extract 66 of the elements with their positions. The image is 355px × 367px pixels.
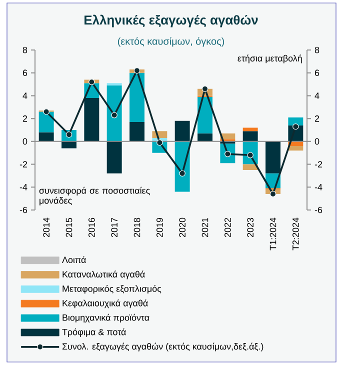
bar: [288, 117, 304, 126]
y2-tick-label: -4: [314, 184, 322, 190]
chart-subtitle: (εκτός καυσίμων, όγκος): [118, 37, 224, 47]
bar: [242, 128, 258, 132]
point: [111, 112, 118, 118]
point: [134, 67, 140, 74]
bar: [266, 141, 280, 174]
x-tick-label: T2:2024: [292, 218, 299, 250]
point: [179, 170, 186, 177]
point: [224, 150, 231, 158]
y-tick-label: -2: [20, 161, 28, 168]
bar: [38, 132, 54, 142]
point: [88, 78, 95, 86]
y-tick-label: 2: [22, 115, 28, 122]
x-tick-label: 2020: [179, 218, 186, 238]
bar: [84, 98, 100, 142]
x-tick-label: T1:2024: [270, 218, 276, 250]
legend-label: Βιομηχανικά προϊόντα: [62, 314, 150, 323]
y-tick-label: -4: [20, 184, 28, 190]
y2-tick-label: 0: [314, 138, 320, 145]
y-tick-label: -6: [20, 206, 28, 214]
x-tick-label: 2015: [66, 218, 72, 238]
bar: [62, 141, 76, 148]
legend-label: Τρόφιμα & ποτά: [62, 328, 126, 337]
point: [66, 131, 72, 138]
y2-tick-label: 2: [314, 115, 320, 122]
bar: [288, 146, 304, 151]
bar: [106, 141, 122, 174]
legend-label: Συνολ. εξαγωγές αγαθών (εκτός καυσίμων,δεξ.άξ.): [62, 342, 264, 352]
x-tick-label: 2021: [202, 218, 208, 238]
y2-tick-label: 8: [314, 46, 320, 54]
point: [43, 108, 50, 115]
point: [247, 152, 254, 158]
y-tick-label: 6: [22, 70, 28, 76]
x-tick-label: 2022: [224, 218, 231, 238]
bar: [130, 122, 144, 142]
legend-label: Κεφαλαιουχικά αγαθά: [62, 299, 148, 308]
point: [156, 139, 163, 146]
x-tick-label: 2016: [88, 218, 95, 238]
x-tick-label: 2019: [156, 218, 163, 238]
y-tick-label: 0: [22, 138, 28, 145]
legend-label: Καταναλωτικά αγαθά: [62, 270, 145, 280]
y-tick-label: 8: [22, 46, 28, 54]
x-tick-label: 2023: [247, 218, 254, 238]
point: [202, 86, 208, 92]
y2-tick-label: -2: [314, 161, 322, 168]
bar: [130, 72, 144, 122]
chart-title: Ελληνικές εξαγωγές αγαθών: [84, 14, 258, 28]
y-axis-title: συνεισφορά σε ποσοστιαίες μονάδες: [39, 186, 150, 206]
bar: [174, 120, 190, 142]
bar: [106, 85, 122, 142]
x-tick-label: 2017: [111, 218, 118, 238]
bar: [242, 131, 258, 142]
legend-label: Μεταφορικός εξοπλισμός: [62, 285, 162, 294]
x-tick-label: 2014: [43, 218, 50, 238]
bar: [198, 133, 212, 142]
y-tick-label: 4: [22, 92, 28, 99]
bar: [38, 112, 54, 132]
x-tick-label: 2018: [134, 218, 140, 238]
legend-label: Λοιπά: [62, 256, 86, 264]
point: [292, 123, 299, 130]
y2-tick-label: 6: [314, 70, 320, 76]
y2-axis-title: ετήσια μεταβολή: [238, 54, 302, 64]
y2-tick-label: 4: [314, 92, 320, 99]
point: [270, 190, 276, 198]
y2-tick-label: -6: [314, 206, 322, 214]
